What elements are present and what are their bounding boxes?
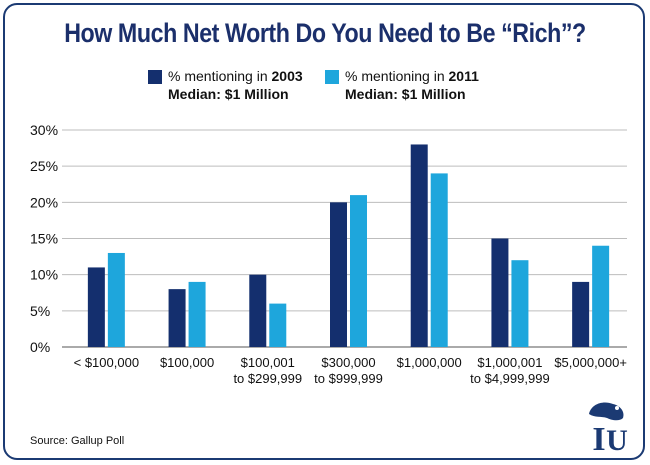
x-tick-label: $100,000 — [160, 355, 214, 370]
x-tick-label: < $100,000 — [74, 355, 139, 370]
bar-2011 — [188, 281, 206, 347]
bar-2011 — [511, 260, 529, 347]
y-tick-label: 30% — [30, 122, 58, 138]
legend-swatch-2003 — [148, 70, 162, 84]
x-tick-label: to $299,999 — [233, 371, 302, 386]
bar-2003 — [410, 144, 428, 347]
bar-2003 — [168, 289, 186, 347]
x-tick-label: $300,000 — [321, 355, 375, 370]
y-tick-label: 20% — [30, 194, 58, 210]
iu-bear-logo-icon: I U — [577, 396, 635, 459]
chart-title: How Much Net Worth Do You Need to Be “Ri… — [64, 18, 586, 48]
legend-label-2011: % mentioning in 2011 — [345, 68, 479, 84]
bar-2003 — [249, 274, 267, 347]
bar-2011 — [269, 303, 287, 347]
bar-2011 — [592, 245, 610, 347]
legend-label-2003: % mentioning in 2003 — [168, 68, 303, 84]
y-tick-label: 10% — [30, 267, 58, 283]
x-tick-label: $1,000,001 — [477, 355, 542, 370]
bar-2003 — [87, 267, 105, 347]
x-tick-label: $100,001 — [241, 355, 295, 370]
x-tick-label: $5,000,000+ — [554, 355, 627, 370]
bar-2003 — [572, 281, 590, 347]
logo-letter-u: U — [606, 424, 628, 454]
y-tick-label: 15% — [30, 231, 58, 247]
legend-median-2011: Median: $1 Million — [345, 86, 466, 102]
y-tick-label: 0% — [30, 339, 50, 355]
legend-median-2003: Median: $1 Million — [168, 86, 289, 102]
bar-2011 — [350, 195, 367, 347]
x-tick-label: to $999,999 — [314, 371, 383, 386]
y-tick-label: 25% — [30, 158, 58, 174]
logo-letter-i: I — [592, 421, 605, 454]
y-tick-label: 5% — [30, 303, 50, 319]
bar-2003 — [491, 238, 509, 347]
source-note: Source: Gallup Poll — [30, 435, 125, 447]
chart-frame — [3, 3, 645, 460]
bar-2011 — [430, 173, 448, 347]
legend-swatch-2011 — [325, 70, 339, 84]
x-tick-label: to $4,999,999 — [470, 371, 550, 386]
bar-2003 — [330, 202, 347, 347]
bar-2011 — [107, 252, 125, 347]
x-tick-label: $1,000,000 — [397, 355, 462, 370]
